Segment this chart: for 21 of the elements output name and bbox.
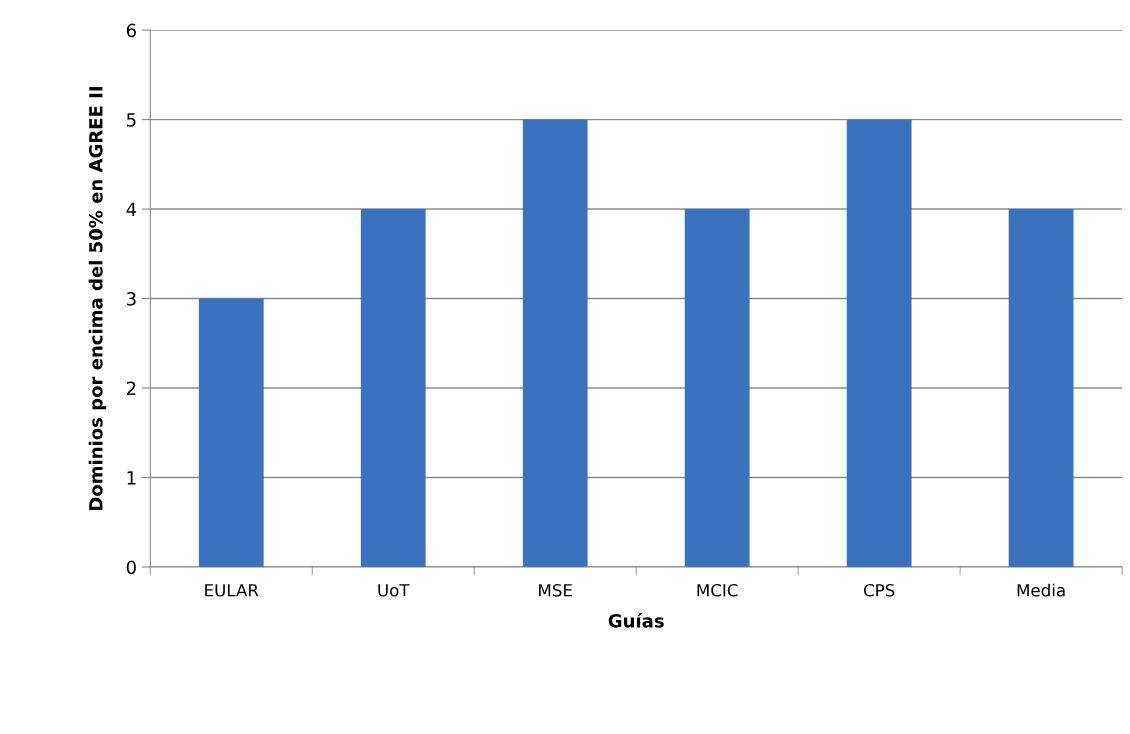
- y-tick-label: 1: [127, 471, 136, 485]
- x-tick-label: MCIC: [697, 583, 738, 597]
- y-axis-title: Dominios por encima del 50% en AGREE II: [88, 87, 107, 511]
- x-tick-label: CPS: [863, 583, 895, 597]
- y-tick-label: 4: [126, 202, 137, 216]
- bar: [684, 209, 750, 568]
- y-tick-label: 3: [126, 292, 136, 306]
- bar: [522, 119, 588, 568]
- y-tick-label: 2: [126, 381, 136, 395]
- bar: [198, 298, 264, 568]
- bar: [846, 119, 912, 568]
- bar: [1008, 209, 1074, 568]
- x-tick-label: UoT: [378, 584, 410, 597]
- x-tick-label: MSE: [539, 583, 572, 597]
- y-tick-label: 5: [127, 113, 136, 127]
- x-tick-label: Media: [1017, 583, 1065, 597]
- y-tick-label: 6: [126, 23, 136, 38]
- bar: [360, 209, 426, 568]
- y-tick-label: 0: [126, 560, 136, 575]
- x-axis-title: Guías: [608, 612, 664, 628]
- x-tick-label: EULAR: [205, 584, 259, 597]
